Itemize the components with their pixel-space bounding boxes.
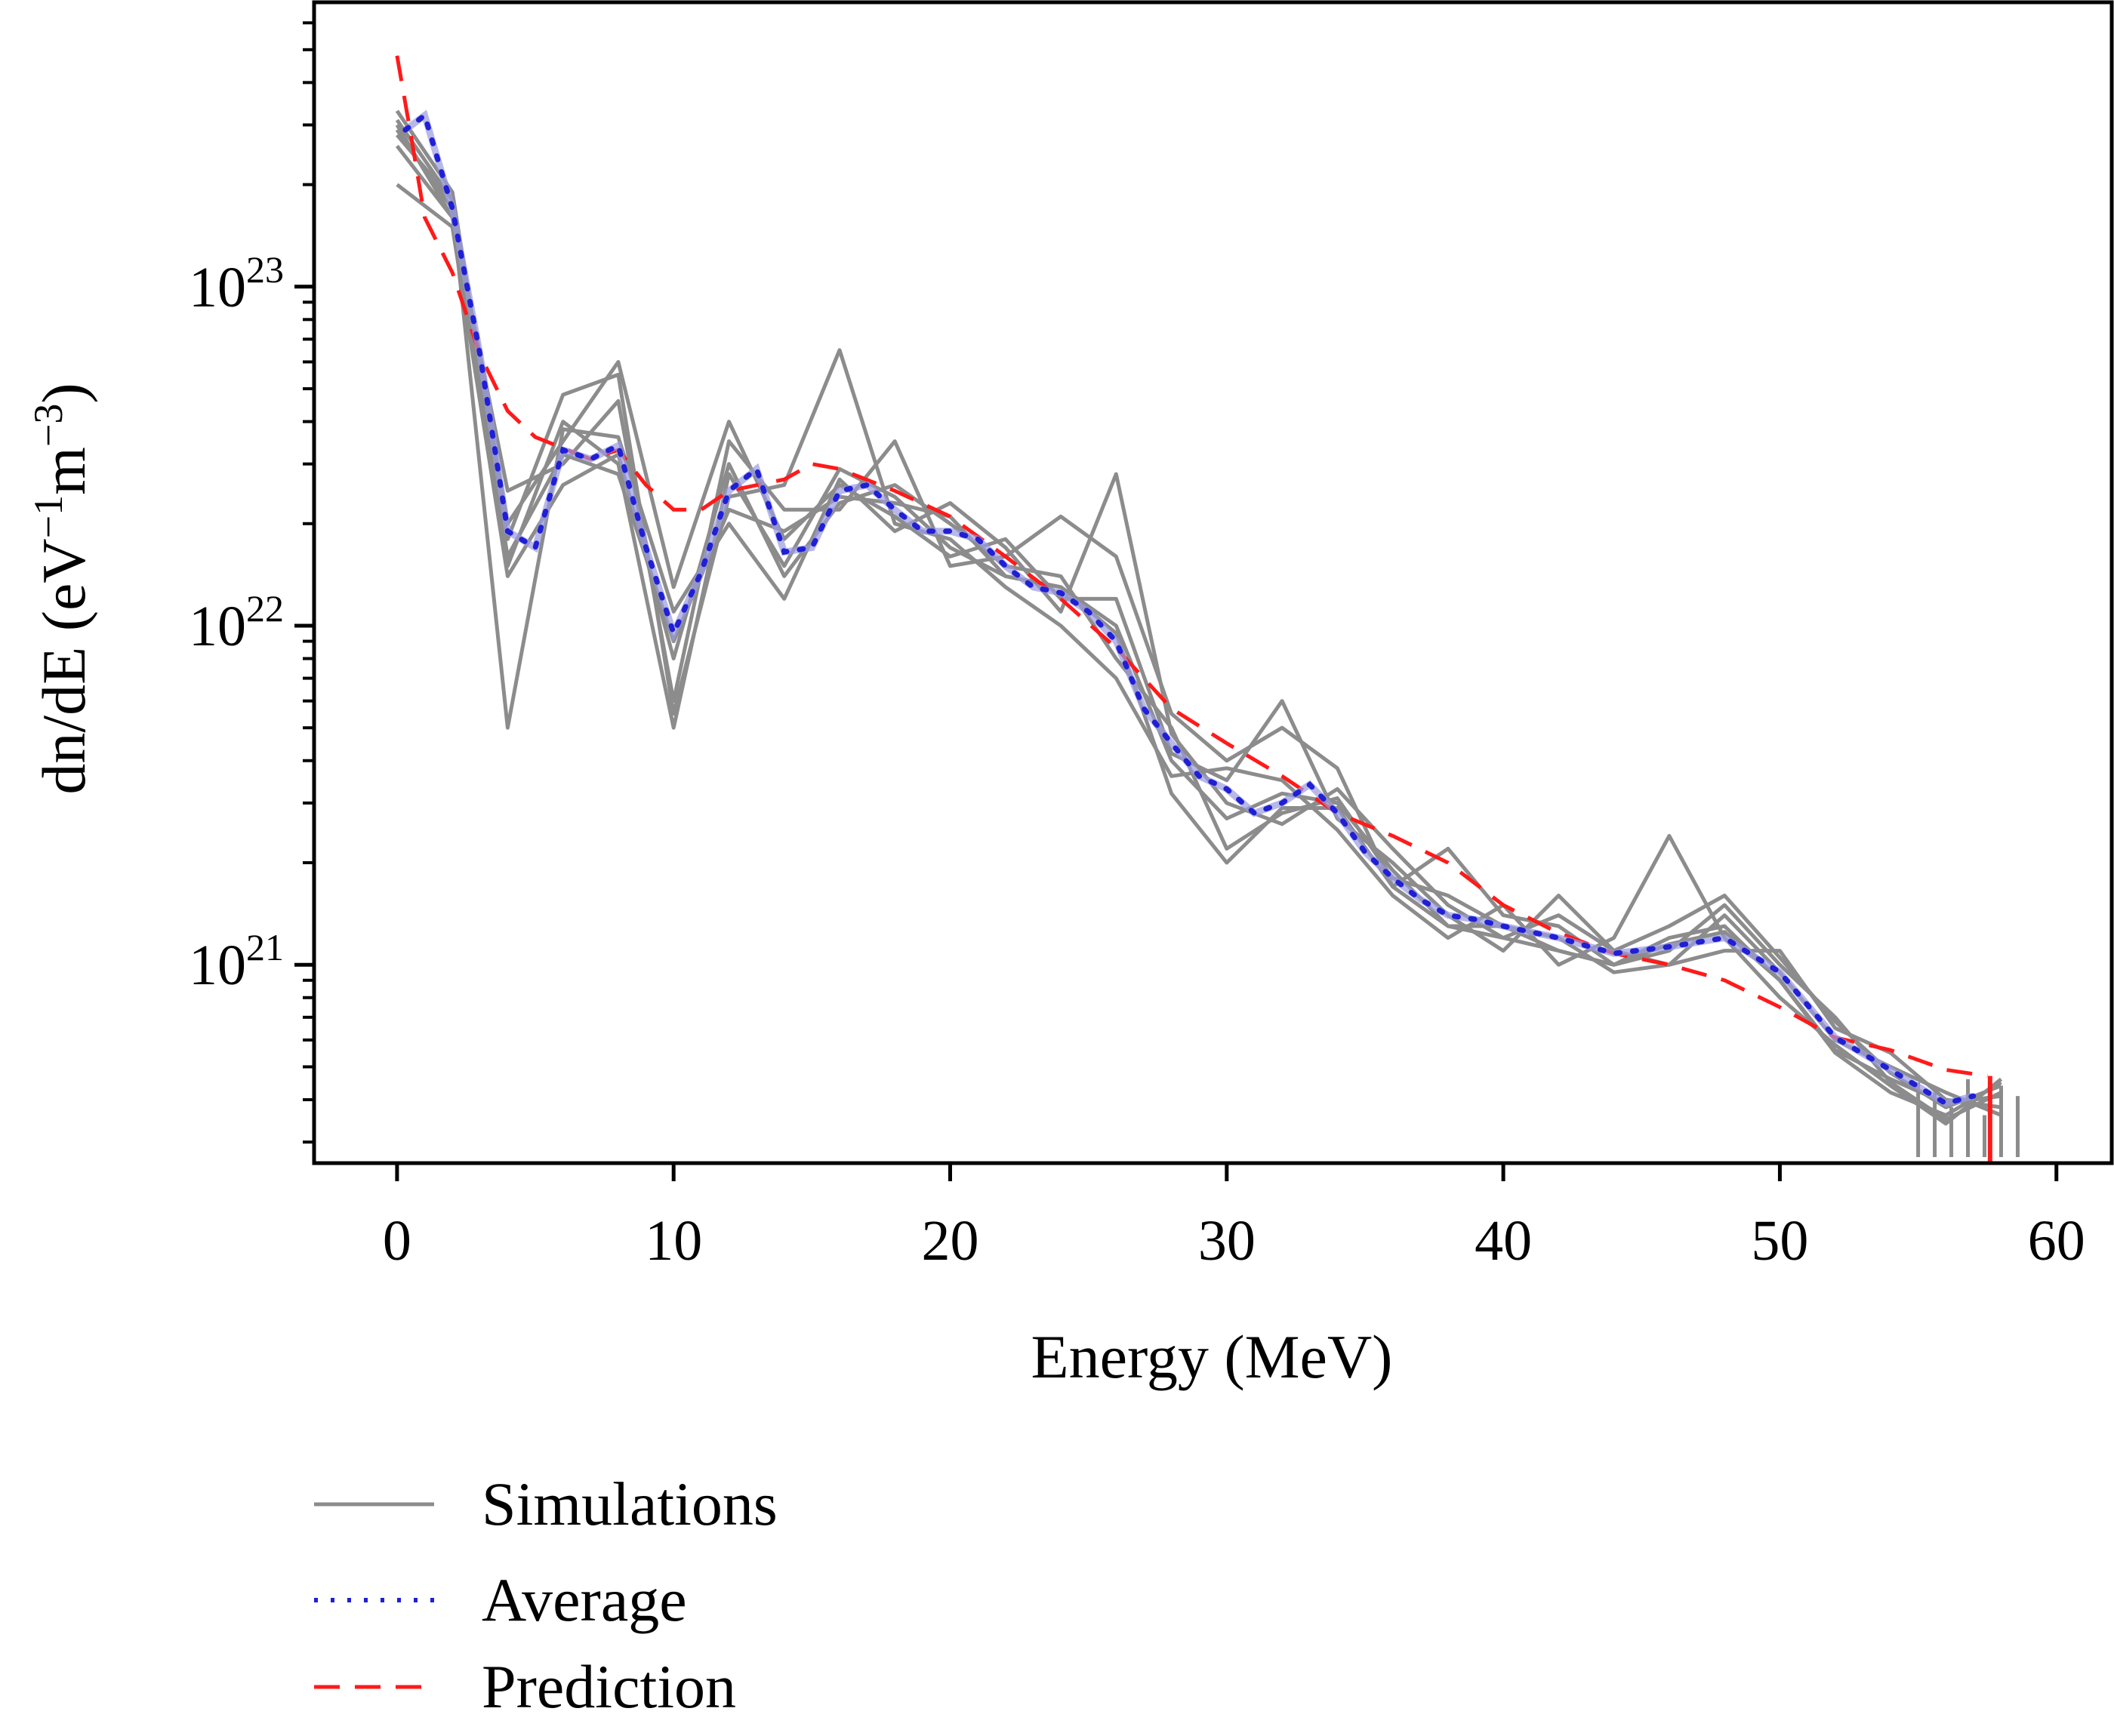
plot-frame [312,0,2114,1165]
simulation-line-2 [395,144,2002,1122]
legend-label-prediction: Prediction [482,1652,736,1721]
axis-ticks: 0 10 20 30 40 50 60 1021 1022 1023 [189,21,2085,1273]
simulation-line-1 [395,119,2002,1117]
x-tick-label: 20 [922,1209,979,1273]
simulation-line-5 [396,183,2002,1117]
x-tick-label: 30 [1198,1209,1256,1273]
x-tick-label: 0 [383,1209,411,1273]
y-tick-label: 1022 [189,587,284,658]
simulation-line-4 [395,109,2003,1126]
average-line-group [402,109,1977,1107]
y-tick-label: 1023 [189,248,284,319]
x-tick-label: 60 [2028,1209,2085,1273]
y-axis-label: dn/dE (eV−1m−3) [26,383,98,794]
x-tick-label: 10 [645,1209,702,1273]
legend: Simulations Average Prediction [314,1470,778,1721]
legend-label-average: Average [482,1565,687,1634]
x-tick-label: 40 [1475,1209,1532,1273]
y-tick-label: 1021 [189,926,284,997]
legend-label-simulations: Simulations [482,1470,778,1538]
x-axis-label: Energy (MeV) [1031,1322,1393,1391]
simulation-lines [395,109,2020,1157]
prediction-line [395,55,1988,1078]
average-line [402,111,1977,1107]
x-tick-label: 50 [1751,1209,1808,1273]
prediction-line-group [395,55,1992,1163]
simulation-line-6 [395,134,2002,1110]
